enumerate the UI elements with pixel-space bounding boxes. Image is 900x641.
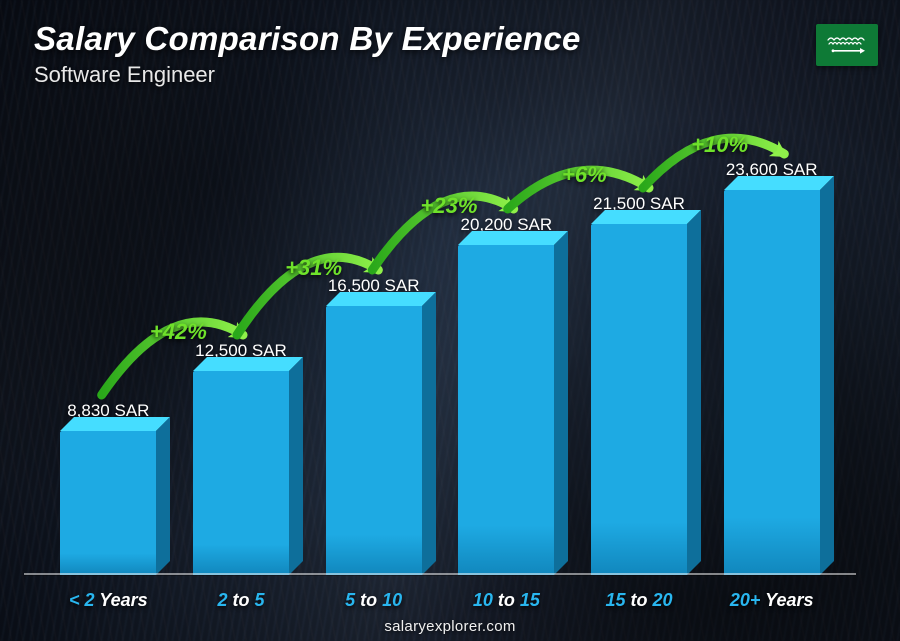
x-axis-labels: < 2 Years2 to 55 to 1010 to 1515 to 2020… xyxy=(34,590,846,611)
salary-bar-chart: 8,830 SAR12,500 SAR16,500 SAR20,200 SAR2… xyxy=(34,130,846,575)
x-axis-label: 5 to 10 xyxy=(307,590,440,611)
x-axis-label: 15 to 20 xyxy=(573,590,706,611)
chart-baseline xyxy=(24,573,856,575)
x-axis-label: 2 to 5 xyxy=(175,590,308,611)
saudi-arabia-flag-icon xyxy=(816,24,878,66)
salary-bar xyxy=(193,371,289,575)
bar-slot: 21,500 SAR xyxy=(573,130,706,575)
bar-slot: 20,200 SAR xyxy=(440,130,573,575)
salary-bar xyxy=(724,190,820,575)
footer-source: salaryexplorer.com xyxy=(0,618,900,635)
bar-slot: 12,500 SAR xyxy=(175,130,308,575)
title-block: Salary Comparison By Experience Software… xyxy=(34,20,581,88)
salary-bar xyxy=(326,306,422,575)
salary-bar xyxy=(591,224,687,575)
x-axis-label: 10 to 15 xyxy=(440,590,573,611)
page-title: Salary Comparison By Experience xyxy=(34,20,581,58)
salary-bar xyxy=(60,431,156,575)
salary-bar xyxy=(458,245,554,575)
bar-slot: 16,500 SAR xyxy=(307,130,440,575)
bar-slot: 8,830 SAR xyxy=(42,130,175,575)
x-axis-label: 20+ Years xyxy=(705,590,838,611)
page-subtitle: Software Engineer xyxy=(34,62,581,88)
x-axis-label: < 2 Years xyxy=(42,590,175,611)
bar-slot: 23,600 SAR xyxy=(705,130,838,575)
